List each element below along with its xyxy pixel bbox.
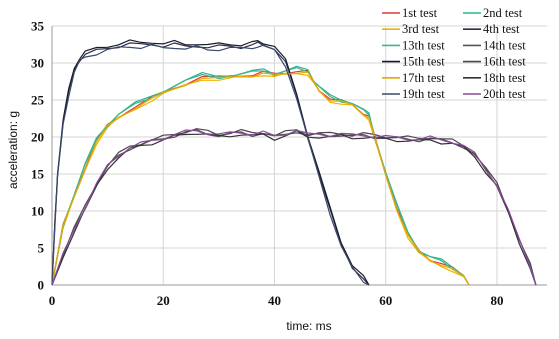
y-tick-label: 15: [31, 167, 45, 182]
legend: 1st test 2nd test 3rd test 4th test 13th tes…: [382, 6, 526, 101]
legend-label: 17th test: [402, 71, 445, 85]
tick-labels: 0 5 10 15 20 25 30 35 0 20 40 60 80: [31, 19, 503, 309]
series-line-1: [51, 69, 470, 286]
x-tick-label: 60: [379, 293, 392, 308]
legend-label: 2nd test: [483, 6, 523, 20]
x-tick-label: 20: [157, 293, 170, 308]
y-tick-label: 10: [31, 204, 44, 219]
axes: [51, 26, 547, 286]
y-tick-label: 25: [31, 93, 45, 108]
y-tick-label: 5: [38, 241, 45, 256]
x-tick-label: 80: [490, 293, 503, 308]
legend-label: 3rd test: [402, 22, 440, 36]
series-line-7: [51, 39, 370, 286]
series-line-12: [51, 129, 537, 286]
y-tick-label: 0: [38, 278, 45, 293]
series-line-6: [51, 129, 537, 286]
legend-label: 15th test: [402, 55, 445, 69]
y-tick-label: 20: [31, 130, 44, 145]
legend-label: 18th test: [483, 71, 526, 85]
series-line-4: [51, 41, 370, 286]
legend-label: 16th test: [483, 55, 526, 69]
gridlines: [52, 25, 547, 285]
y-tick-label: 35: [31, 19, 45, 34]
series-lines: [51, 39, 537, 286]
legend-label: 14th test: [483, 38, 526, 52]
x-tick-label: 40: [268, 293, 281, 308]
series-line-3: [51, 72, 470, 286]
x-axis-title: time: ms: [286, 319, 331, 333]
legend-label: 13th test: [402, 38, 445, 52]
series-line-9: [51, 71, 470, 286]
legend-label: 1st test: [402, 6, 438, 20]
legend-label: 20th test: [483, 87, 526, 101]
series-line-10: [51, 130, 537, 286]
y-tick-label: 30: [31, 56, 44, 71]
legend-label: 19th test: [402, 87, 445, 101]
x-tick-label: 0: [49, 293, 56, 308]
legend-label: 4th test: [483, 22, 520, 36]
series-line-11: [51, 43, 370, 286]
y-axis-title: acceleration: g: [6, 111, 20, 189]
